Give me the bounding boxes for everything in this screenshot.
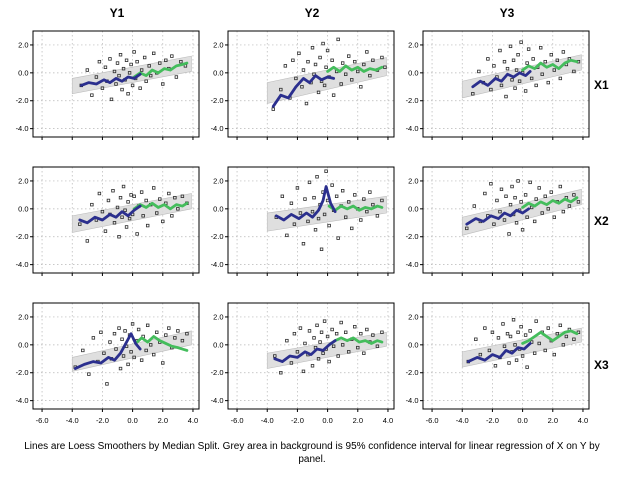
panel-row-x1: 2.0 0.0 -2.0 -4.0 2.0 0.0 -2.0 -4.0 2.0 0.0 -2.0 -4… (0, 26, 624, 144)
panel-grid: 2.0 0.0 -2.0 -4.0 2.0 0.0 -2.0 -4.0 2.0 0.0 -2.0 -4… (0, 26, 624, 431)
y-tick-label: 0.0 (408, 68, 418, 77)
y-tick-label: -2.0 (406, 232, 419, 241)
y-tick-label: 0.0 (408, 204, 418, 213)
row-label-x1: X1 (594, 78, 609, 92)
scatter-panel-y3-x3: 2.0 0.0 -2.0 -4.0 -6.0 -4.0 -2.0 0.0 2.0 4.0 (406, 302, 590, 425)
scatter-panel-y3-x1: 2.0 0.0 -2.0 -4.0 (406, 30, 590, 140)
panel-row-x2: 2.0 0.0 -2.0 -4.0 2.0 0.0 -2.0 -4.0 2.0 0.0 -2.0 -4… (0, 162, 624, 280)
scatter-panel-y2-x1: 2.0 0.0 -2.0 -4.0 (211, 30, 395, 140)
y-tick-label: 0.0 (213, 340, 223, 349)
scatter-panel-y1-x3: 2.0 0.0 -2.0 -4.0 -6.0 -4.0 -2.0 0.0 2.0 4.0 (16, 302, 200, 425)
scatter-panel-y1-x1: 2.0 0.0 -2.0 -4.0 (16, 30, 200, 140)
figure-caption: Lines are Loess Smoothers by Median Spli… (24, 441, 600, 465)
y-tick-label: -4.0 (406, 260, 419, 269)
y-tick-label: -4.0 (16, 124, 29, 133)
y-tick-label: -2.0 (16, 96, 29, 105)
panel-row-x3: 2.0 0.0 -2.0 -4.0 -6.0 -4.0 -2.0 0.0 2.0 4.0 2.0 0.… (0, 298, 624, 431)
x-tick-label: 4.0 (188, 416, 198, 425)
x-tick-label: -6.0 (231, 416, 244, 425)
row-label-x2: X2 (594, 214, 609, 228)
column-title-y2: Y2 (304, 6, 320, 20)
column-titles: Y1 Y2 Y3 (0, 6, 624, 26)
y-tick-label: -2.0 (211, 96, 224, 105)
x-tick-label: 4.0 (578, 416, 588, 425)
y-tick-label: -4.0 (211, 396, 224, 405)
x-tick-label: 0.0 (322, 416, 332, 425)
y-tick-label: 0.0 (18, 68, 28, 77)
y-tick-label: 2.0 (408, 312, 418, 321)
x-tick-label: 4.0 (383, 416, 393, 425)
column-title-y3: Y3 (499, 6, 515, 20)
y-tick-label: 2.0 (213, 312, 223, 321)
row-label-x3: X3 (594, 357, 609, 372)
x-tick-label: 2.0 (353, 416, 363, 425)
x-tick-label: -4.0 (66, 416, 79, 425)
x-tick-label: -2.0 (291, 416, 304, 425)
y-tick-label: 2.0 (18, 176, 28, 185)
scatter-panel-y1-x2: 2.0 0.0 -2.0 -4.0 (16, 166, 200, 276)
y-tick-label: 2.0 (408, 40, 418, 49)
y-tick-label: 0.0 (18, 340, 28, 349)
y-tick-label: -2.0 (16, 368, 29, 377)
x-tick-label: 0.0 (517, 416, 527, 425)
scatter-panel-y3-x2: 2.0 0.0 -2.0 -4.0 (406, 166, 590, 276)
y-tick-label: -4.0 (211, 260, 224, 269)
column-title-y1: Y1 (109, 6, 125, 20)
y-tick-label: -2.0 (406, 96, 419, 105)
y-tick-label: -4.0 (211, 124, 224, 133)
x-tick-label: -6.0 (426, 416, 439, 425)
y-tick-label: 2.0 (408, 176, 418, 185)
y-tick-label: -2.0 (211, 232, 224, 241)
x-tick-label: 0.0 (127, 416, 137, 425)
y-tick-label: 0.0 (213, 204, 223, 213)
y-tick-label: -4.0 (406, 124, 419, 133)
y-tick-label: 0.0 (18, 204, 28, 213)
x-tick-label: -4.0 (456, 416, 469, 425)
y-tick-label: 2.0 (18, 40, 28, 49)
scatter-panel-y2-x2: 2.0 0.0 -2.0 -4.0 (211, 166, 395, 276)
scatter-panel-y2-x3: 2.0 0.0 -2.0 -4.0 -6.0 -4.0 -2.0 0.0 2.0 4.0 (211, 302, 395, 425)
y-tick-label: 2.0 (213, 40, 223, 49)
x-tick-label: -4.0 (261, 416, 274, 425)
y-tick-label: -4.0 (16, 396, 29, 405)
y-tick-label: -2.0 (16, 232, 29, 241)
x-tick-label: 2.0 (158, 416, 168, 425)
x-tick-label: -2.0 (486, 416, 499, 425)
x-tick-label: -2.0 (96, 416, 109, 425)
y-tick-label: 2.0 (213, 176, 223, 185)
y-tick-label: 0.0 (213, 68, 223, 77)
y-tick-label: -4.0 (406, 396, 419, 405)
x-tick-label: -6.0 (36, 416, 49, 425)
y-tick-label: 2.0 (18, 312, 28, 321)
y-tick-label: -2.0 (211, 368, 224, 377)
x-tick-label: 2.0 (548, 416, 558, 425)
y-tick-label: -2.0 (406, 368, 419, 377)
y-tick-label: -4.0 (16, 260, 29, 269)
y-tick-label: 0.0 (408, 340, 418, 349)
